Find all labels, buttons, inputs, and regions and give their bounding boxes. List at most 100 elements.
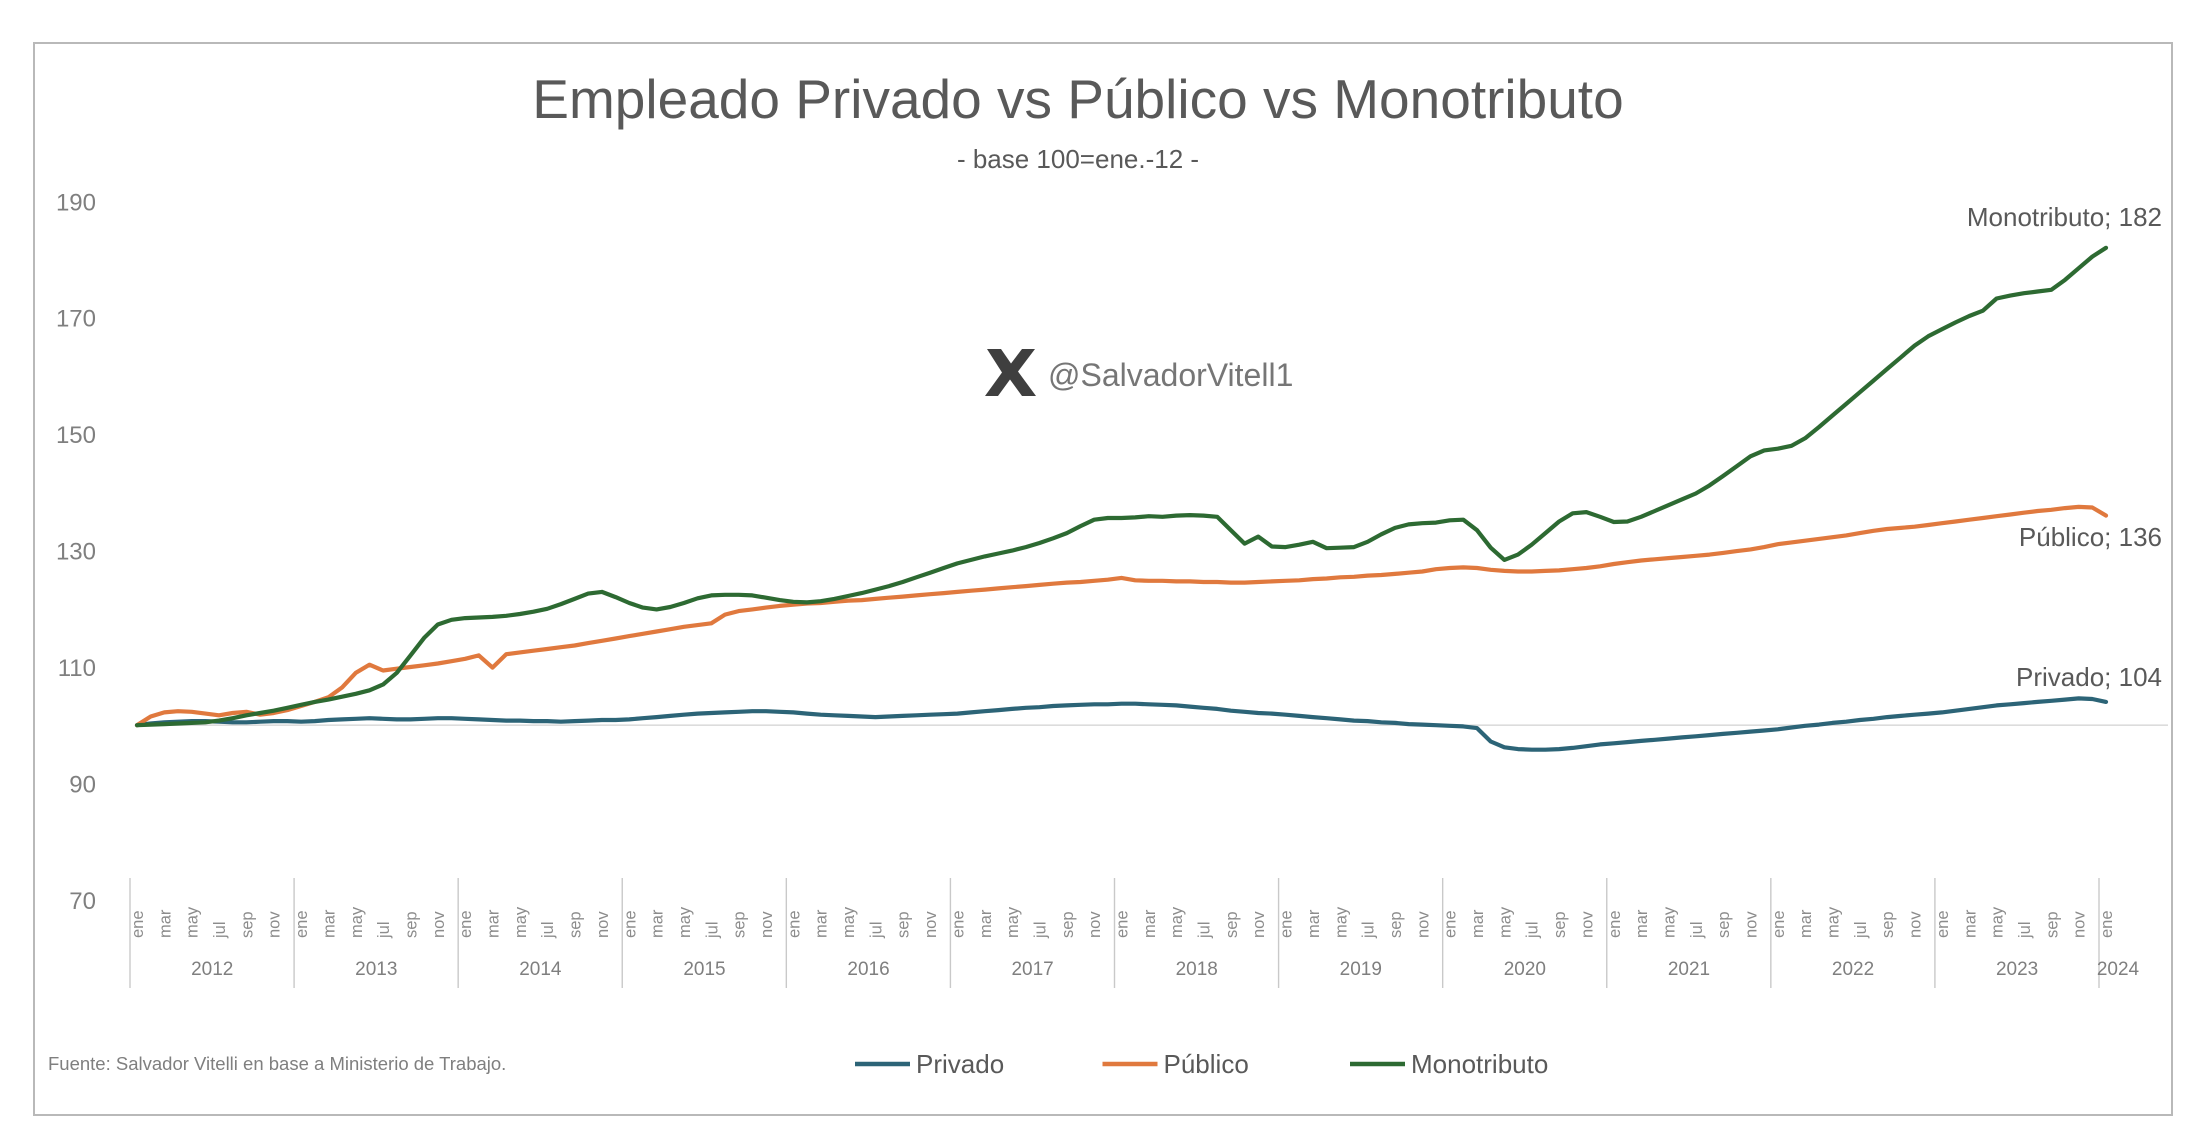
x-axis-year-label: 2015 — [683, 959, 725, 980]
x-axis-month-label: ene — [949, 910, 967, 938]
legend-label-publico: Público — [1164, 1049, 1249, 1079]
x-axis-month-label: jul — [867, 921, 885, 939]
x-axis-year-label: 2020 — [1504, 959, 1546, 980]
x-axis-year-label: 2012 — [191, 959, 233, 980]
legend-item-publico: Público — [1102, 1049, 1249, 1079]
x-axis-month-label: may — [676, 906, 694, 938]
legend-label-monotributo: Monotributo — [1411, 1049, 1548, 1079]
x-axis-month-label: mar — [1633, 909, 1651, 938]
x-axis-month-label: ene — [129, 910, 147, 938]
x-axis-year-label: 2022 — [1832, 959, 1874, 980]
x-axis-month-label: may — [512, 906, 530, 938]
y-axis-tick-170: 170 — [56, 306, 96, 333]
x-axis-month-label: sep — [2043, 911, 2061, 938]
x-axis-month-label: may — [184, 906, 202, 938]
x-logo-icon — [985, 349, 1036, 396]
x-axis-month-label: jul — [375, 921, 393, 939]
x-axis-month-label: nov — [1414, 911, 1432, 938]
x-axis-month-label: ene — [1934, 910, 1952, 938]
y-axis-tick-150: 150 — [56, 422, 96, 449]
legend: Privado Público Monotributo — [855, 1049, 1548, 1079]
x-axis-month-label: sep — [895, 911, 913, 938]
x-axis-month-label: may — [1168, 906, 1186, 938]
page-title: Empleado Privado vs Público vs Monotribu… — [532, 68, 1623, 130]
series-line-privado — [134, 696, 2109, 752]
x-axis-month-label: sep — [1879, 911, 1897, 938]
x-axis-month-label: sep — [1223, 911, 1241, 938]
x-axis-month-label: mar — [156, 909, 174, 938]
x-axis-year-label: 2024 — [2097, 959, 2140, 980]
y-axis-tick-190: 190 — [56, 189, 96, 216]
x-axis-month-label: nov — [266, 911, 284, 938]
x-axis-month-label: nov — [922, 911, 940, 938]
x-axis-month-label: ene — [1114, 910, 1132, 938]
x-axis-month-label: sep — [1387, 911, 1405, 938]
x-axis-month-label: ene — [1442, 910, 1460, 938]
x-axis-month-label: jul — [1031, 921, 1049, 939]
x-axis-year-label: 2018 — [1176, 959, 1218, 980]
x-axis-month-label: may — [1496, 906, 1514, 938]
end-label-monotributo: Monotributo; 182 — [1967, 202, 2162, 232]
y-axis-tick-90: 90 — [69, 771, 96, 798]
x-axis-month-label: may — [1989, 906, 2007, 938]
x-axis-month-label: jul — [1688, 921, 1706, 939]
x-axis-month-label: may — [1660, 906, 1678, 938]
x-axis-month-label: jul — [1524, 921, 1542, 939]
x-axis-year-label: 2014 — [519, 959, 562, 980]
x-axis-month-label: mar — [1305, 909, 1323, 938]
x-axis-month-label: nov — [430, 911, 448, 938]
x-axis-month-label: sep — [1715, 911, 1733, 938]
x-axis-month-label: ene — [457, 910, 475, 938]
x-axis-month-label: sep — [1551, 911, 1569, 938]
y-axis-tick-130: 130 — [56, 539, 96, 566]
x-axis-month-label: mar — [1141, 909, 1159, 938]
x-axis-month-label: ene — [1278, 910, 1296, 938]
x-axis-year-label: 2017 — [1011, 959, 1053, 980]
legend-label-privado: Privado — [916, 1049, 1004, 1079]
x-axis-month-label: jul — [2016, 921, 2034, 939]
x-axis-month-label: may — [348, 906, 366, 938]
x-axis-month-label: ene — [293, 910, 311, 938]
x-axis-month-label: may — [840, 906, 858, 938]
x-axis-month-label: mar — [320, 909, 338, 938]
legend-item-monotributo: Monotributo — [1350, 1049, 1548, 1079]
watermark-handle: @SalvadorVitell1 — [1048, 357, 1293, 393]
x-axis-month-label: mar — [1797, 909, 1815, 938]
x-axis-month-label: sep — [402, 911, 420, 938]
x-axis-month-label: sep — [238, 911, 256, 938]
x-axis-month-label: sep — [567, 911, 585, 938]
x-axis-month-label: may — [1825, 906, 1843, 938]
end-label-publico: Público; 136 — [2019, 522, 2162, 552]
x-axis-month-label: sep — [1059, 911, 1077, 938]
x-axis-month-label: jul — [703, 921, 721, 939]
x-axis-month-label: ene — [2098, 910, 2116, 938]
series-line-monotributo — [134, 245, 2109, 728]
legend-item-privado: Privado — [855, 1049, 1004, 1079]
x-axis-year-label: 2021 — [1668, 959, 1710, 980]
x-axis-year-label: 2023 — [1996, 959, 2038, 980]
x-axis-month-label: may — [1004, 906, 1022, 938]
x-axis-month-label: nov — [1578, 911, 1596, 938]
x-axis-month-label: nov — [758, 911, 776, 938]
x-axis-month-label: mar — [813, 909, 831, 938]
x-axis-month-label: ene — [1770, 910, 1788, 938]
x-axis-month-label: mar — [1469, 909, 1487, 938]
chart-outer-border — [33, 42, 2173, 1116]
x-axis-month-label: nov — [1250, 911, 1268, 938]
x-axis-year-label: 2016 — [847, 959, 889, 980]
x-axis-month-label: mar — [977, 909, 995, 938]
x-axis-month-label: nov — [1742, 911, 1760, 938]
x-axis-month-label: jul — [1360, 921, 1378, 939]
x-axis-month-label: mar — [649, 909, 667, 938]
x-axis-month-label: sep — [731, 911, 749, 938]
x-axis-month-label: nov — [594, 911, 612, 938]
x-axis-month-label: may — [1332, 906, 1350, 938]
x-axis-month-label: ene — [1606, 910, 1624, 938]
chart-subtitle: - base 100=ene.-12 - — [957, 144, 1199, 174]
x-axis-month-label: jul — [1852, 921, 1870, 939]
x-axis-month-label: jul — [211, 921, 229, 939]
series-line-publico — [134, 504, 2109, 728]
